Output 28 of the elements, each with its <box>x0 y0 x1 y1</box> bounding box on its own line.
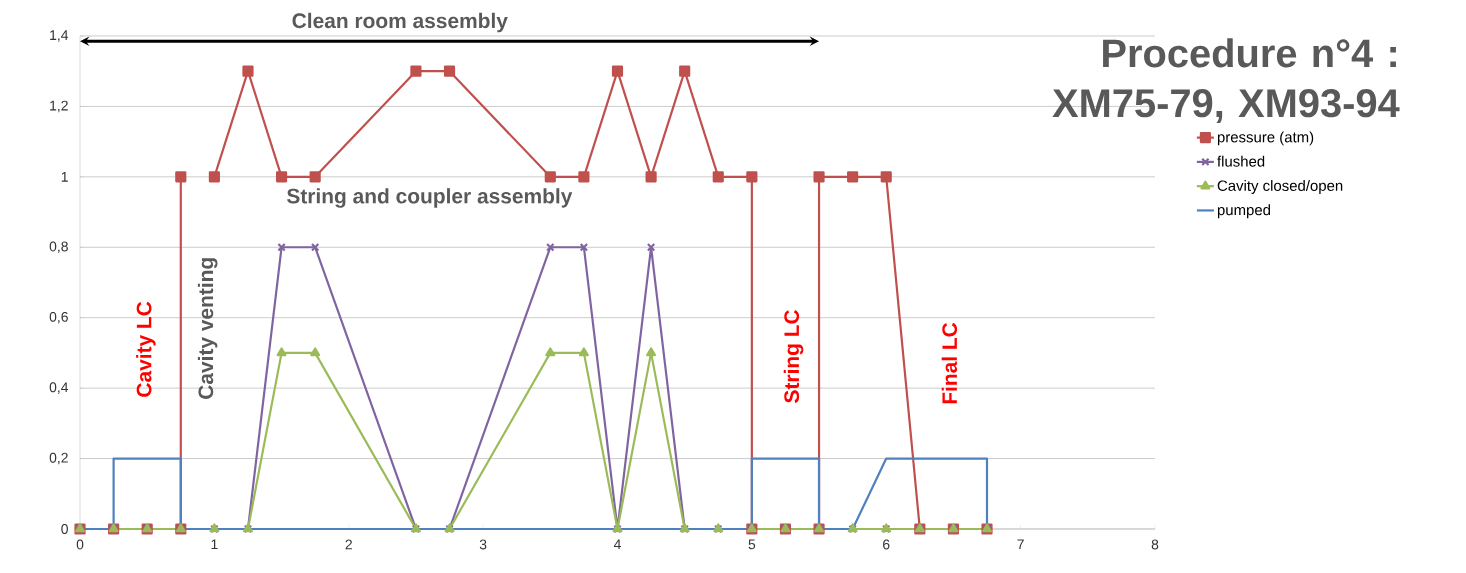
y-tick-label: 1,2 <box>50 100 68 113</box>
annotation: Cavity LC <box>136 301 156 397</box>
annotation: Final LC <box>941 322 958 404</box>
x-tick-label: 8 <box>1151 539 1159 550</box>
y-tick-label: 0,8 <box>49 241 68 254</box>
annotation: Cavity venting <box>197 258 218 399</box>
x-tick-label: 3 <box>479 539 487 550</box>
text: Clean room assembly <box>292 12 508 33</box>
y-tick-label: 0 <box>61 524 68 534</box>
x-tick-label: 1 <box>211 539 218 550</box>
y-tick-label: 0,6 <box>49 311 68 324</box>
y-tick-label: 0,2 <box>49 452 68 465</box>
legend-label: Cavity closed/open <box>1217 180 1343 194</box>
annotation: String and coupler assembly <box>286 188 573 208</box>
legend-label: pumped <box>1217 204 1270 219</box>
x-tick-label: 4 <box>613 539 621 550</box>
x-tick-label: 7 <box>1017 539 1024 550</box>
y-tick-label: 1 <box>61 172 68 182</box>
x-tick-label: 5 <box>748 539 756 550</box>
y-tick-label: 0,4 <box>49 382 69 394</box>
legend-label: pressure (atm) <box>1217 131 1314 146</box>
y-tick-label: 1,4 <box>50 30 69 42</box>
annotation: String LC <box>783 309 804 403</box>
legend-label: flushed <box>1217 155 1265 167</box>
x-tick-label: 6 <box>883 539 890 550</box>
x-tick-label: 2 <box>345 539 352 550</box>
x-tick-label: 0 <box>76 539 84 550</box>
text: Procedure n°4 : XM75-79, XM93-94 <box>1052 38 1400 124</box>
